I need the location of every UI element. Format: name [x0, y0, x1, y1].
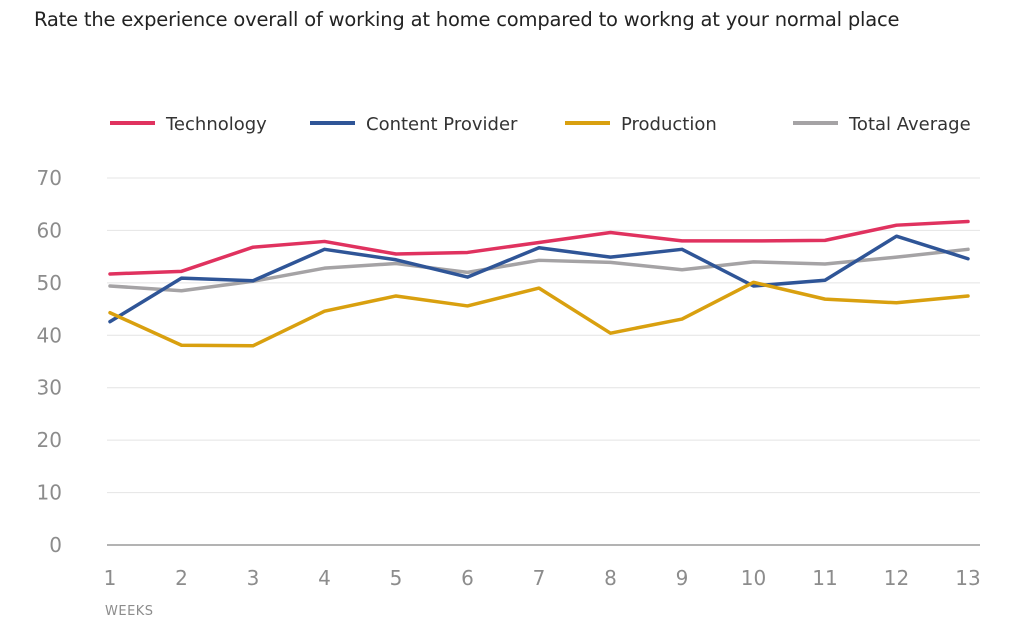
legend-label: Technology [165, 114, 267, 135]
y-tick-label: 0 [49, 533, 62, 557]
x-tick-label: 1 [104, 566, 117, 590]
x-tick-label: 9 [676, 566, 689, 590]
x-tick-label: 12 [884, 566, 909, 590]
x-tick-label: 7 [533, 566, 546, 590]
y-tick-label: 20 [37, 428, 62, 452]
x-tick-label: 6 [461, 566, 474, 590]
x-tick-label: 3 [247, 566, 260, 590]
y-tick-label: 10 [37, 481, 62, 505]
x-tick-label: 13 [955, 566, 980, 590]
series-line-production [108, 280, 970, 348]
y-tick-label: 70 [37, 166, 62, 190]
x-axis-label: WEEKS [105, 604, 154, 619]
x-tick-label: 8 [604, 566, 617, 590]
x-tick-label: 10 [741, 566, 766, 590]
y-tick-label: 40 [37, 323, 62, 347]
x-tick-label: 4 [318, 566, 331, 590]
y-tick-label: 30 [37, 376, 62, 400]
legend-label: Production [621, 114, 717, 135]
chart-title: Rate the experience overall of working a… [34, 8, 900, 31]
x-tick-label: 11 [812, 566, 837, 590]
legend-label: Total Average [848, 114, 971, 135]
x-tick-label: 5 [390, 566, 403, 590]
series-line-technology [108, 219, 970, 276]
y-tick-label: 50 [37, 271, 62, 295]
series-line-content-provider [108, 234, 970, 324]
x-tick-label: 2 [175, 566, 188, 590]
y-tick-label: 60 [37, 218, 62, 242]
legend-label: Content Provider [366, 114, 518, 135]
